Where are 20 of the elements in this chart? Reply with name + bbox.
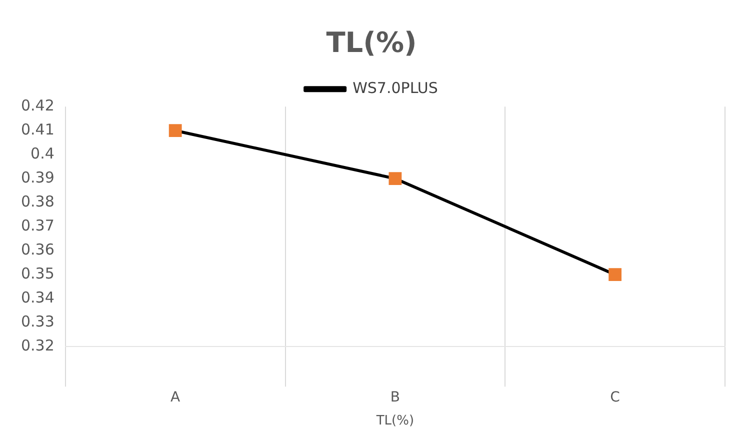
y-tick-label: 0.36	[20, 240, 54, 258]
y-tick-label: 0.35	[20, 264, 54, 282]
y-tick-label: 0.4	[30, 144, 54, 162]
chart-title: TL(%)	[326, 26, 417, 60]
legend-label: WS7.0PLUS	[352, 78, 438, 97]
x-axis-title: TL(%)	[375, 414, 414, 429]
point	[388, 172, 402, 186]
y-tick-label: 0.42	[20, 96, 54, 114]
x-tick-label: B	[390, 390, 400, 406]
x-tick-label: A	[170, 390, 181, 406]
y-tick-label: 0.41	[20, 120, 54, 138]
point	[168, 124, 182, 138]
y-tick-label: 0.32	[20, 336, 54, 354]
x-tick-label: C	[610, 390, 620, 406]
y-tick-label: 0.39	[20, 168, 54, 186]
y-tick-label: 0.38	[20, 192, 54, 210]
y-tick-label: 0.33	[20, 312, 54, 330]
point	[608, 268, 622, 282]
y-tick-label: 0.37	[20, 216, 54, 234]
y-tick-label: 0.34	[20, 288, 54, 306]
